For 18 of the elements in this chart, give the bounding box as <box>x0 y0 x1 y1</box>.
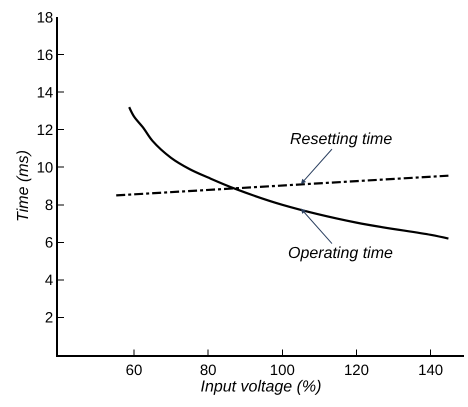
x-axis-title: Input voltage (%) <box>200 378 322 396</box>
y-tick-label: 6 <box>44 234 54 252</box>
y-tick-label: 14 <box>36 84 54 102</box>
y-tick-label: 8 <box>44 197 54 214</box>
x-tick-label: 120 <box>344 362 369 379</box>
x-tick-label: 80 <box>200 362 217 379</box>
y-tick-label: 18 <box>36 9 54 26</box>
x-tick-label: 140 <box>418 362 444 379</box>
y-axis-title: Time (ms) <box>14 150 32 222</box>
x-tick-label: 100 <box>270 362 295 379</box>
y-tick-label: 10 <box>36 159 54 176</box>
annotation: Operating time <box>288 245 394 262</box>
annotation: Resetting time <box>290 131 392 148</box>
y-tick-label: 16 <box>36 46 54 64</box>
y-tick-label: 12 <box>36 122 54 139</box>
y-tick-label: 4 <box>44 272 54 290</box>
x-tick-label: 60 <box>126 362 142 379</box>
y-tick-label: 2 <box>44 310 54 327</box>
